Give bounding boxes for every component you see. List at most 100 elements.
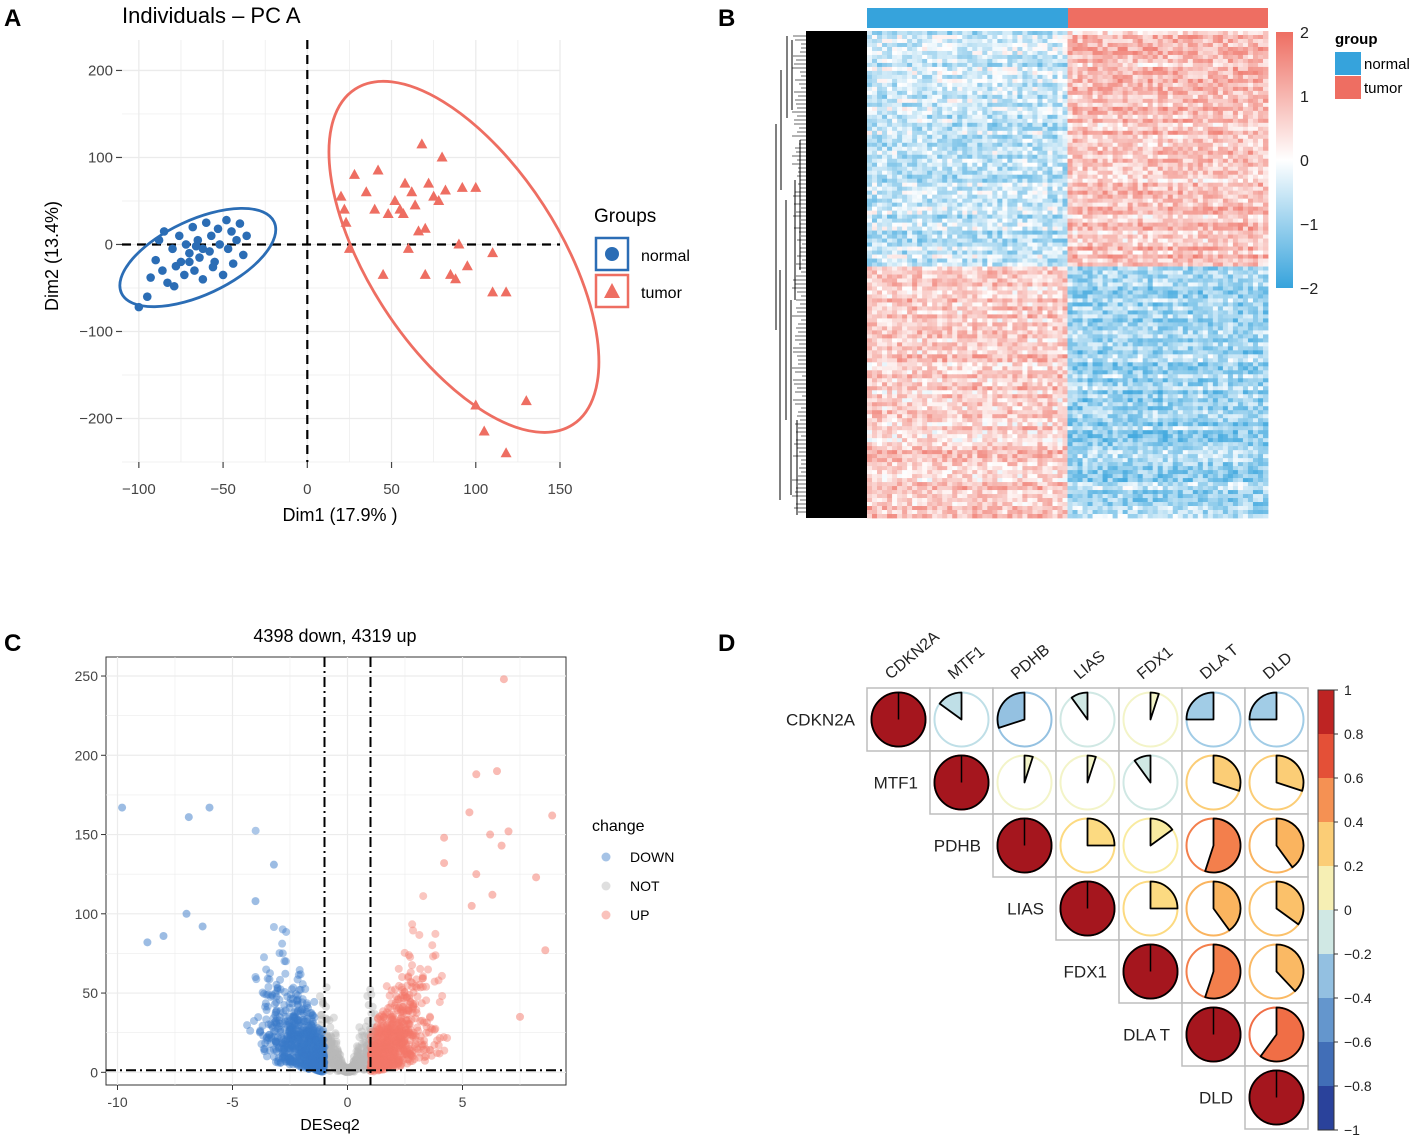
heatmap-cell bbox=[872, 86, 878, 92]
heatmap-cell bbox=[1087, 222, 1093, 227]
heatmap-cell bbox=[1137, 34, 1144, 40]
heatmap-cell bbox=[897, 34, 903, 40]
heatmap-cell bbox=[1217, 154, 1224, 160]
heatmap-cell bbox=[1232, 182, 1239, 188]
heatmap-cell bbox=[1102, 178, 1108, 184]
heatmap-cell bbox=[957, 226, 963, 231]
heatmap-cell bbox=[1157, 110, 1164, 116]
heatmap-cell bbox=[877, 170, 883, 176]
heatmap-cell bbox=[952, 198, 958, 204]
heatmap-cell bbox=[887, 190, 893, 196]
heatmap-cell bbox=[1002, 230, 1008, 235]
heatmap-cell bbox=[1207, 138, 1214, 144]
heatmap-cell bbox=[1107, 262, 1114, 267]
heatmap-cell bbox=[922, 178, 928, 184]
heatmap-cell bbox=[1257, 170, 1264, 176]
heatmap-cell bbox=[1107, 202, 1114, 208]
heatmap-cell bbox=[1082, 182, 1088, 188]
heatmap-cell bbox=[1132, 98, 1139, 104]
heatmap-cell bbox=[997, 106, 1003, 112]
heatmap-cell bbox=[877, 66, 883, 72]
heatmap-cell bbox=[1162, 154, 1169, 160]
heatmap-cell bbox=[942, 174, 948, 180]
heatmap-cell bbox=[1187, 126, 1194, 132]
heatmap-cell bbox=[1032, 62, 1038, 68]
heatmap-cell bbox=[1042, 250, 1048, 255]
heatmap-cell bbox=[1172, 38, 1179, 44]
heatmap-cell bbox=[962, 178, 968, 184]
heatmap-cell bbox=[957, 122, 963, 128]
heatmap-cell bbox=[1012, 86, 1018, 92]
heatmap-cell bbox=[887, 98, 893, 104]
heatmap-cell bbox=[1157, 78, 1164, 84]
heatmap-cell bbox=[882, 250, 888, 255]
heatmap-cell bbox=[1227, 194, 1234, 200]
heatmap-cell bbox=[892, 214, 898, 220]
heatmap-cell bbox=[1207, 250, 1214, 255]
heatmap-cell bbox=[1187, 118, 1194, 124]
heatmap-cell bbox=[887, 202, 893, 208]
heatmap-cell bbox=[1017, 31, 1023, 36]
heatmap-cell bbox=[1217, 242, 1224, 247]
heatmap-cell bbox=[1227, 178, 1234, 184]
heatmap-cell bbox=[1247, 114, 1254, 120]
heatmap-cell bbox=[927, 138, 933, 144]
pca-point-normal bbox=[185, 248, 194, 258]
heatmap-cell bbox=[1047, 78, 1053, 84]
heatmap-cell bbox=[1202, 242, 1209, 247]
heatmap-cell bbox=[1172, 66, 1179, 72]
heatmap-cell bbox=[992, 170, 998, 176]
heatmap-cell bbox=[1187, 186, 1194, 192]
heatmap-cell bbox=[1202, 86, 1209, 92]
heatmap-cell bbox=[967, 214, 973, 220]
heatmap-cell bbox=[1097, 138, 1103, 144]
heatmap-cell bbox=[1182, 94, 1189, 100]
heatmap-cell bbox=[1102, 114, 1108, 120]
heatmap-cell bbox=[1037, 210, 1043, 216]
heatmap-cell bbox=[992, 194, 998, 200]
heatmap-cell bbox=[872, 170, 878, 176]
heatmap-cell bbox=[1227, 90, 1234, 96]
heatmap-cell bbox=[897, 150, 903, 156]
heatmap-cell bbox=[1017, 250, 1023, 255]
heatmap-cell bbox=[972, 190, 978, 196]
heatmap-cell bbox=[1022, 214, 1028, 220]
heatmap-cell bbox=[1227, 230, 1234, 235]
heatmap-cell bbox=[1252, 62, 1259, 68]
heatmap-cell bbox=[962, 234, 968, 239]
heatmap-cell bbox=[1152, 198, 1159, 204]
heatmap-cell bbox=[1017, 66, 1023, 72]
heatmap-cell bbox=[1067, 82, 1073, 88]
heatmap-cell bbox=[1017, 54, 1023, 60]
heatmap-cell bbox=[1207, 46, 1214, 52]
heatmap-cell bbox=[1047, 122, 1053, 128]
heatmap-cell bbox=[1077, 42, 1083, 48]
heatmap-cell bbox=[1122, 238, 1129, 243]
heatmap-cell bbox=[1012, 174, 1018, 180]
heatmap-cell bbox=[972, 154, 978, 160]
heatmap-cell bbox=[1177, 178, 1184, 184]
heatmap-cell bbox=[1032, 70, 1038, 76]
heatmap-cell bbox=[1067, 106, 1073, 112]
heatmap-cell bbox=[1117, 146, 1124, 152]
heatmap-cell bbox=[1237, 162, 1244, 168]
heatmap-cell bbox=[1057, 58, 1063, 64]
heatmap-cell bbox=[1042, 98, 1048, 104]
heatmap-cell bbox=[1157, 122, 1164, 128]
heatmap-cell bbox=[1027, 34, 1033, 40]
heatmap-cell bbox=[892, 158, 898, 164]
heatmap-cell bbox=[1067, 74, 1073, 80]
heatmap-cell bbox=[997, 86, 1003, 92]
heatmap-cell bbox=[1052, 246, 1058, 251]
heatmap-cell bbox=[897, 222, 903, 227]
heatmap-cell bbox=[1207, 78, 1214, 84]
heatmap-cell bbox=[1147, 146, 1154, 152]
heatmap-cell bbox=[872, 146, 878, 152]
heatmap-cell bbox=[1077, 86, 1083, 92]
heatmap-cell bbox=[1172, 134, 1179, 140]
heatmap-cell bbox=[947, 190, 953, 196]
heatmap-cell bbox=[1042, 218, 1048, 223]
heatmap-cell bbox=[1182, 106, 1189, 112]
heatmap-cell bbox=[1082, 194, 1088, 200]
heatmap-cell bbox=[1127, 66, 1134, 72]
